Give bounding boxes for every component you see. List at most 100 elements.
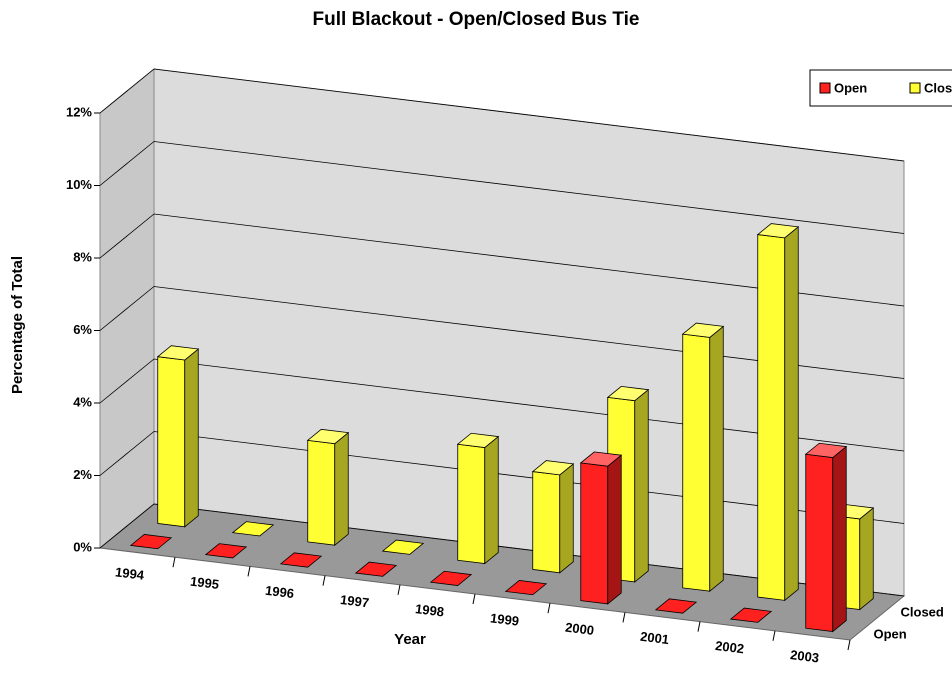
y-tick-label: 2% <box>73 467 92 482</box>
bar-top <box>579 451 623 467</box>
grid-line <box>99 503 905 597</box>
bar-front <box>757 234 786 601</box>
bar <box>279 552 323 568</box>
x-tick-label: 1999 <box>489 610 520 628</box>
bar <box>756 223 800 602</box>
bar-top <box>429 570 473 586</box>
x-tick-label: 2003 <box>789 647 820 665</box>
x-tick <box>472 593 476 605</box>
grid-line <box>99 358 905 452</box>
bar-side <box>859 507 874 611</box>
depth-label: Closed <box>901 604 944 619</box>
bar <box>504 580 548 596</box>
y-tick-label: 6% <box>73 322 92 337</box>
bar-side <box>832 445 847 633</box>
legend-label: Closed <box>924 80 952 95</box>
legend-label: Open <box>834 80 867 95</box>
bar <box>129 534 173 550</box>
bar-front <box>805 453 834 633</box>
y-tick-label: 10% <box>66 177 92 192</box>
bar <box>681 322 725 592</box>
x-tick-label: 2000 <box>564 620 595 638</box>
bar-top <box>306 428 350 445</box>
x-tick <box>622 612 626 623</box>
grid-line <box>99 213 905 307</box>
bar-top <box>381 539 425 555</box>
y-axis-title: Percentage of Total <box>9 256 26 394</box>
bar-top <box>531 460 575 476</box>
y-tick-label: 0% <box>73 539 92 554</box>
x-axis-title: Year <box>394 631 426 648</box>
bar-top <box>231 521 275 537</box>
bar-front <box>307 439 336 546</box>
y-tick-label: 12% <box>66 104 92 119</box>
bar <box>306 428 350 546</box>
bar-side <box>709 325 724 592</box>
x-tick-label: 1996 <box>264 583 295 601</box>
bar <box>579 451 623 605</box>
legend-swatch <box>819 82 831 94</box>
legend-swatch <box>909 82 921 94</box>
bar-top <box>279 552 323 568</box>
x-tick-label: 1994 <box>114 564 145 583</box>
x-tick-label: 2001 <box>639 629 670 647</box>
bar <box>354 561 398 577</box>
x-tick <box>547 603 551 614</box>
bar-top <box>456 432 500 448</box>
bar <box>531 460 575 574</box>
x-tick-label: 1995 <box>189 574 220 592</box>
x-tick <box>697 621 701 632</box>
bar-top <box>204 543 248 559</box>
bar-front <box>457 443 486 565</box>
grid-line <box>99 68 905 162</box>
bar <box>804 442 848 633</box>
bar-top <box>804 442 848 458</box>
x-tick-label: 2002 <box>714 638 745 656</box>
bar-front <box>157 356 186 528</box>
bar-side <box>607 454 622 605</box>
grid-line <box>99 286 905 379</box>
chart-title: Full Blackout - Open/Closed Bus Tie <box>313 9 640 30</box>
bar-top <box>729 607 773 623</box>
depth-label: Open <box>874 626 907 641</box>
bar <box>654 598 698 614</box>
bar-top <box>606 385 650 402</box>
y-tick-label: 4% <box>73 394 92 409</box>
bar-top <box>129 534 173 550</box>
bar-top <box>756 223 800 239</box>
x-tick-label: 1997 <box>339 592 370 610</box>
bar-front <box>580 462 609 605</box>
bar-side <box>484 435 499 565</box>
bar-side <box>784 226 799 602</box>
bar <box>456 432 500 565</box>
bar-top <box>654 598 698 614</box>
bar <box>381 539 425 555</box>
bar-side <box>559 463 574 574</box>
x-tick-label: 1998 <box>414 601 445 619</box>
bar-side <box>184 348 199 528</box>
bar-front <box>532 471 561 574</box>
bar-side <box>334 431 349 546</box>
bar <box>729 607 773 623</box>
bar-front <box>682 333 711 592</box>
bar <box>429 570 473 586</box>
bar-side <box>634 388 649 583</box>
grid-line <box>99 141 905 234</box>
bar-top <box>156 345 200 361</box>
x-tick <box>172 557 176 568</box>
bar-top <box>354 561 398 577</box>
y-tick-label: 8% <box>73 249 92 264</box>
x-tick <box>772 630 776 641</box>
bar <box>204 543 248 559</box>
bar-top <box>504 580 548 596</box>
x-tick <box>847 639 851 651</box>
legend-box <box>809 69 952 107</box>
bar <box>231 521 275 537</box>
x-tick <box>247 566 251 577</box>
grid-line <box>99 431 905 524</box>
bar-top <box>681 322 725 338</box>
bar <box>156 345 200 528</box>
x-tick <box>397 584 401 595</box>
x-tick <box>322 575 326 586</box>
